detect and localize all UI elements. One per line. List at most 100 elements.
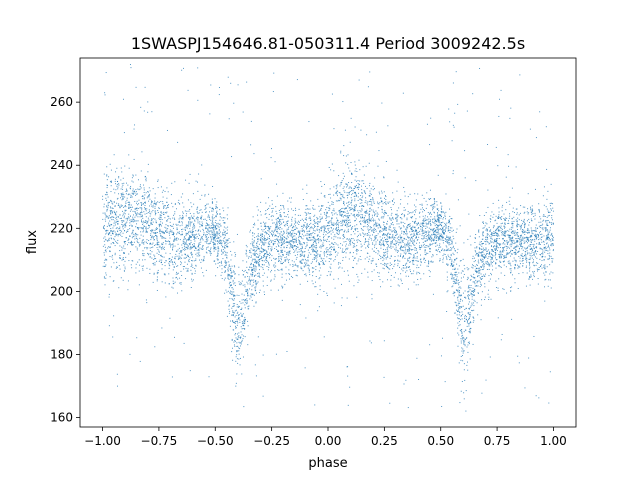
data-point — [113, 222, 115, 224]
data-point — [276, 221, 278, 223]
data-point — [136, 212, 138, 214]
data-point — [307, 280, 309, 282]
data-point — [217, 248, 219, 250]
data-point — [519, 243, 520, 245]
data-point — [111, 256, 113, 258]
data-point — [429, 275, 431, 277]
data-point — [159, 232, 161, 234]
data-point — [423, 232, 425, 234]
data-point — [521, 248, 523, 250]
data-point — [422, 209, 424, 211]
data-point — [439, 235, 441, 237]
data-point — [538, 221, 540, 223]
data-point — [156, 232, 158, 234]
data-point — [404, 228, 406, 230]
data-point — [501, 222, 503, 224]
data-point — [255, 282, 257, 284]
data-point — [350, 208, 352, 210]
data-point — [430, 205, 432, 207]
data-point — [394, 232, 396, 234]
data-point — [407, 258, 409, 260]
data-point — [538, 269, 540, 271]
data-point — [266, 251, 268, 253]
data-point — [293, 245, 295, 247]
data-point — [392, 204, 394, 206]
data-point — [263, 229, 265, 231]
data-point — [488, 249, 490, 251]
data-point — [151, 247, 153, 249]
data-point — [545, 229, 547, 231]
data-point — [121, 221, 123, 223]
data-point — [211, 208, 213, 210]
data-point — [462, 305, 464, 307]
data-point — [391, 241, 393, 243]
data-point — [153, 264, 155, 266]
data-point — [319, 254, 321, 256]
data-point — [430, 240, 432, 242]
data-point — [290, 201, 292, 203]
data-point — [481, 277, 483, 279]
data-point — [303, 235, 305, 237]
data-point — [113, 315, 115, 317]
data-point — [430, 198, 432, 200]
data-point — [519, 239, 521, 241]
data-point — [178, 218, 180, 220]
data-point — [257, 241, 259, 243]
data-point — [416, 256, 418, 258]
data-point — [350, 187, 352, 189]
data-point — [287, 260, 289, 262]
data-point — [436, 215, 438, 217]
data-point — [406, 244, 408, 246]
data-point — [249, 298, 251, 300]
data-point — [494, 257, 496, 259]
data-point — [438, 232, 440, 234]
data-point — [238, 306, 240, 308]
data-point — [390, 255, 392, 257]
data-point — [388, 237, 390, 239]
data-point — [159, 224, 161, 226]
data-point — [401, 218, 403, 220]
data-point — [423, 235, 425, 237]
data-point — [464, 150, 466, 152]
data-point — [511, 240, 513, 242]
data-point — [153, 273, 155, 275]
data-point — [398, 242, 400, 244]
data-point — [269, 205, 271, 207]
data-point — [230, 293, 232, 295]
data-point — [255, 260, 257, 262]
data-point — [275, 240, 277, 242]
data-point — [451, 273, 453, 275]
data-point — [415, 206, 417, 208]
data-point — [479, 281, 481, 283]
data-point — [545, 246, 547, 248]
data-point — [538, 267, 540, 269]
data-point — [147, 217, 149, 219]
data-point — [161, 268, 163, 270]
data-point — [417, 222, 419, 224]
data-point — [300, 262, 302, 264]
data-point — [439, 258, 441, 260]
data-point — [158, 207, 159, 209]
data-point — [346, 216, 348, 218]
data-point — [135, 226, 137, 228]
data-point — [389, 218, 391, 220]
data-point — [260, 237, 262, 239]
data-point — [458, 284, 460, 286]
data-point — [408, 252, 410, 254]
data-point — [401, 232, 403, 234]
data-point — [120, 197, 122, 199]
data-point — [285, 279, 287, 281]
data-point — [490, 241, 492, 243]
data-point — [456, 274, 458, 276]
data-point — [373, 223, 375, 225]
data-point — [156, 252, 158, 254]
data-point — [410, 228, 412, 230]
data-point — [342, 187, 344, 189]
data-point — [329, 208, 331, 210]
data-point — [452, 268, 454, 270]
data-point — [330, 227, 332, 228]
data-point — [494, 235, 496, 237]
data-point — [244, 286, 246, 288]
data-point — [361, 208, 363, 210]
data-point — [278, 245, 280, 247]
